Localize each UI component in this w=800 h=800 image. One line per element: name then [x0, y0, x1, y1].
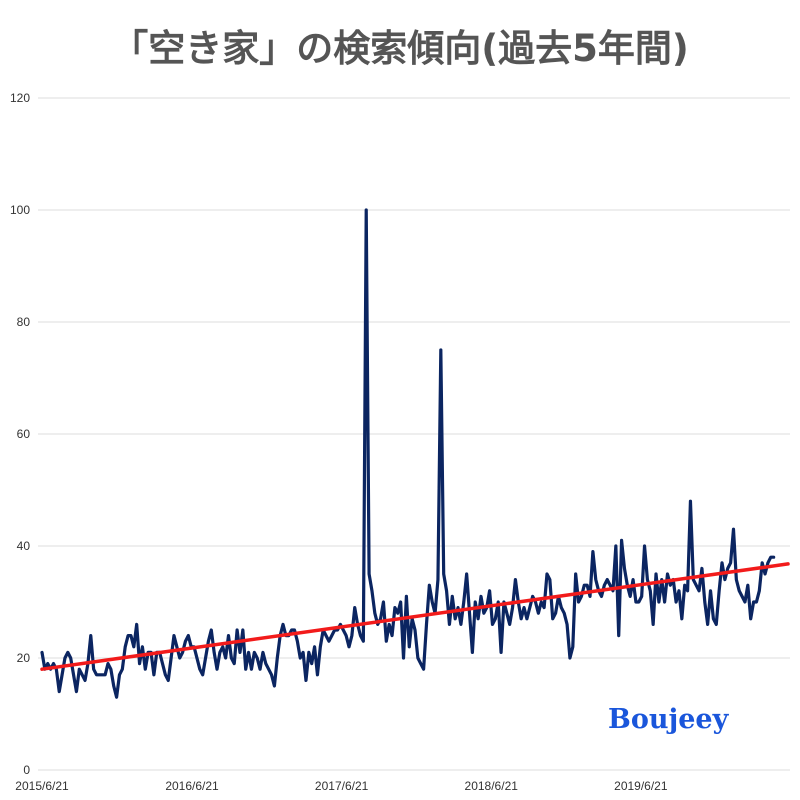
series-layer	[40, 208, 776, 699]
x-tick-label: 2017/6/21	[315, 779, 369, 793]
trendline	[40, 562, 790, 671]
search-trend-line	[40, 208, 776, 699]
y-tick-label: 40	[17, 539, 31, 553]
y-tick-label: 80	[17, 315, 31, 329]
y-tick-label: 20	[17, 651, 31, 665]
x-axis-ticks: 2015/6/21 2016/6/21 2017/6/21 2018/6/21 2019…	[15, 779, 668, 793]
x-tick-label: 2015/6/21	[15, 779, 69, 793]
y-axis-ticks: 0 20 40 60 80 100 120	[10, 91, 30, 777]
y-tick-label: 120	[10, 91, 30, 105]
chart-title: 「空き家」の検索傾向(過去5年間)	[111, 27, 689, 70]
trend-layer	[40, 562, 790, 671]
y-tick-label: 0	[23, 763, 30, 777]
y-tick-label: 100	[10, 203, 30, 217]
x-tick-label: 2019/6/21	[614, 779, 668, 793]
x-tick-label: 2018/6/21	[465, 779, 519, 793]
y-tick-label: 60	[17, 427, 31, 441]
x-tick-label: 2016/6/21	[165, 779, 219, 793]
brand-watermark: Boujeey	[608, 704, 729, 735]
gridlines	[38, 97, 790, 771]
